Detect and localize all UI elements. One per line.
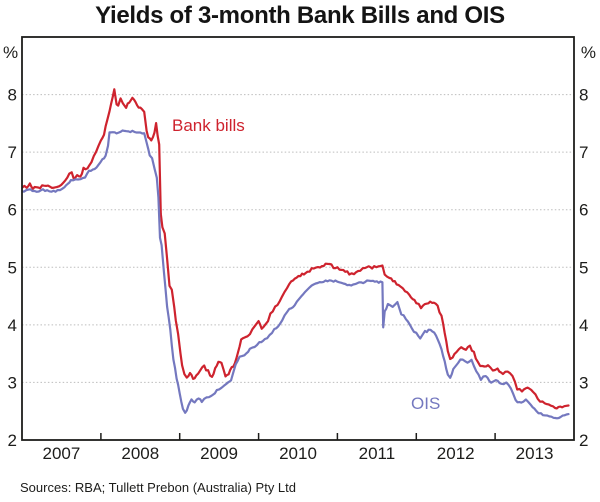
x-axis-label-2009: 2009 — [200, 444, 238, 463]
y-axis-label-right-6: 6 — [579, 201, 588, 220]
series-label-bank-bills: Bank bills — [172, 116, 245, 135]
plot-border — [21, 36, 575, 441]
y-axis-label-right-3: 3 — [579, 373, 588, 392]
y-axis-label-left-8: 8 — [8, 86, 17, 105]
y-axis-label-right-5: 5 — [579, 258, 588, 277]
x-axis-label-2010: 2010 — [279, 444, 317, 463]
y-axis-label-left-6: 6 — [8, 201, 17, 220]
y-axis-unit-left: % — [3, 43, 19, 62]
source-note: Sources: RBA; Tullett Prebon (Australia)… — [20, 480, 297, 495]
y-axis-label-right-7: 7 — [579, 143, 588, 162]
y-axis-label-right-4: 4 — [579, 316, 588, 335]
series-line-ois — [22, 129, 570, 420]
y-axis-label-left-7: 7 — [8, 143, 17, 162]
series-line-bank-bills — [22, 88, 570, 410]
y-axis-unit-right: % — [580, 43, 596, 62]
x-axis-label-2008: 2008 — [121, 444, 159, 463]
x-axis-label-2013: 2013 — [516, 444, 554, 463]
y-axis-label-right-2: 2 — [579, 431, 588, 450]
x-axis-label-2012: 2012 — [437, 444, 475, 463]
x-axis-label-2007: 2007 — [42, 444, 80, 463]
chart-title: Yields of 3-month Bank Bills and OIS — [95, 2, 505, 29]
y-axis-label-left-4: 4 — [8, 316, 17, 335]
y-axis-label-left-2: 2 — [8, 431, 17, 450]
series-label-ois: OIS — [411, 394, 441, 413]
y-axis-label-right-8: 8 — [579, 86, 588, 105]
y-axis-label-left-3: 3 — [8, 373, 17, 392]
x-axis-label-2011: 2011 — [359, 444, 396, 463]
y-axis-label-left-5: 5 — [8, 258, 17, 277]
